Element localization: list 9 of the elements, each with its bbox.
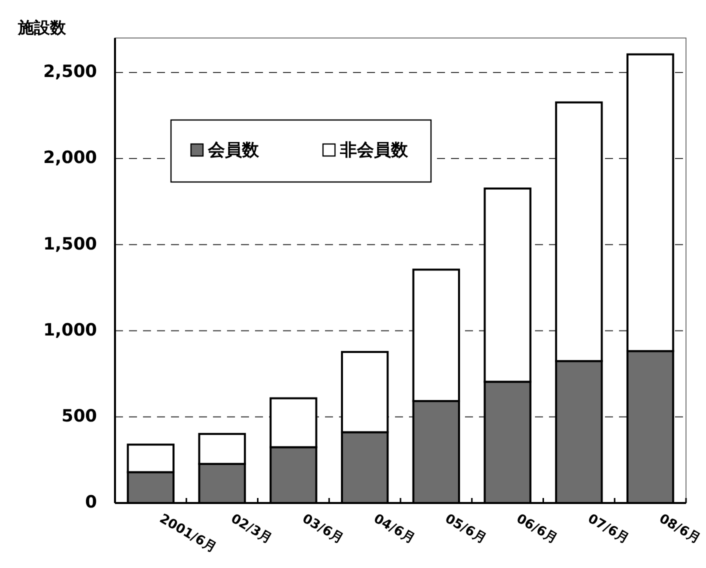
y-axis-title: 施設数	[17, 18, 67, 37]
y-tick-label: 2,500	[43, 62, 98, 82]
legend-label: 会員数	[207, 140, 260, 161]
y-tick-label: 1,000	[43, 320, 98, 340]
y-tick-label: 1,500	[43, 234, 98, 254]
y-tick-label: 500	[62, 406, 98, 427]
y-tick-label: 2,000	[43, 148, 98, 168]
y-tick-label: 0	[85, 492, 98, 513]
legend-label: 非会員数	[339, 140, 409, 161]
